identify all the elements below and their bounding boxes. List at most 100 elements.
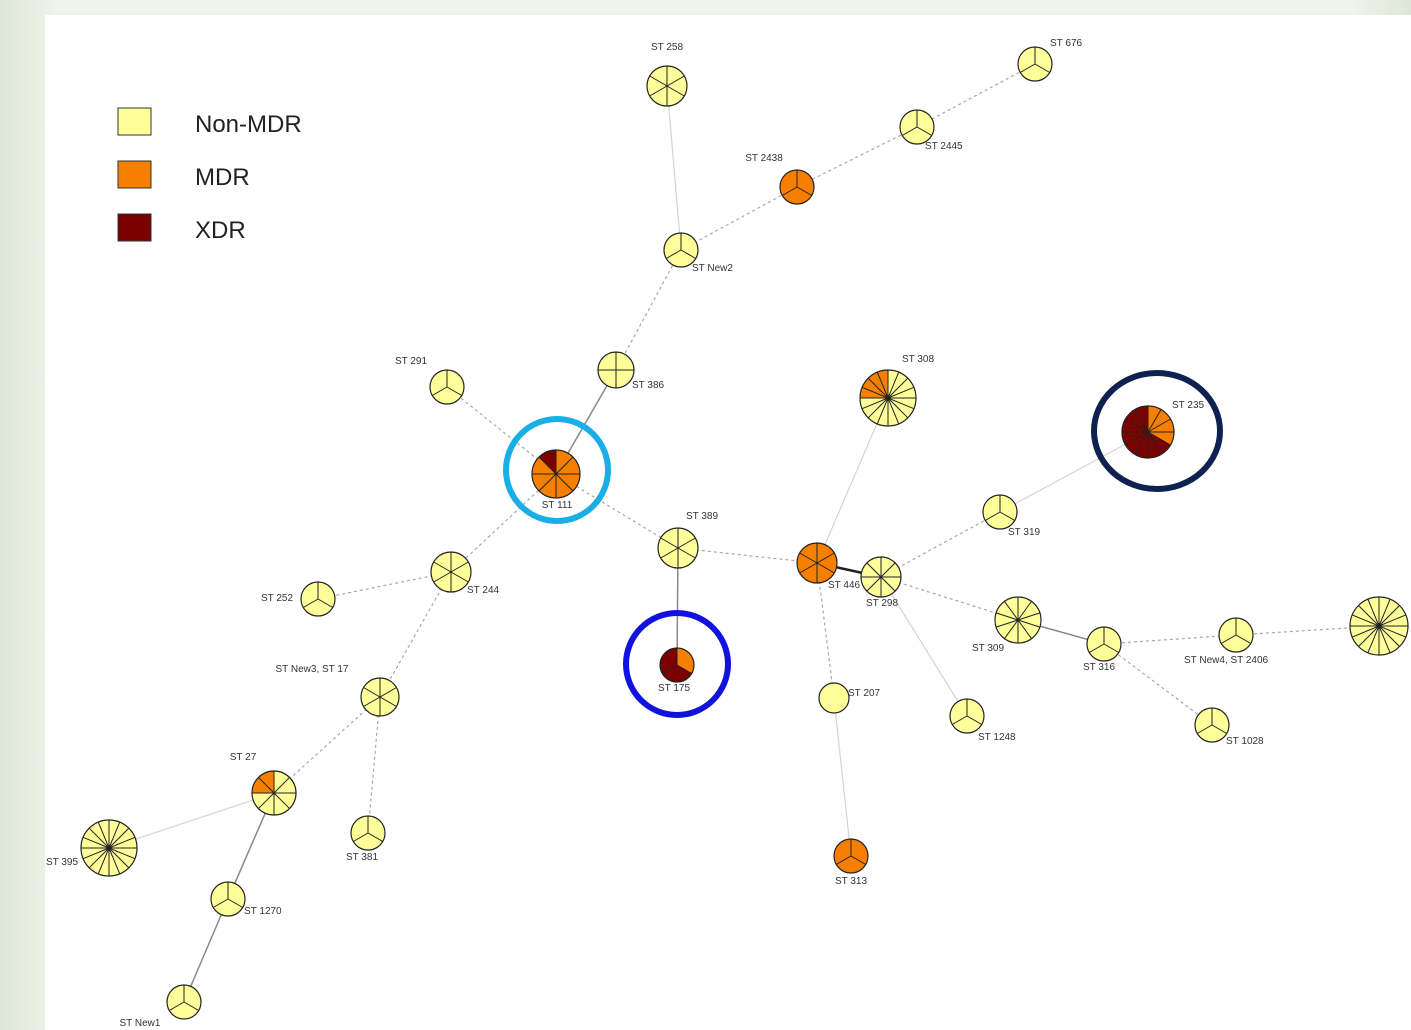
pie-divider — [367, 832, 383, 842]
node-outline — [1086, 626, 1122, 662]
pie-divider — [183, 1001, 199, 1011]
node: ST 395 — [46, 819, 138, 877]
pie-divider — [88, 827, 110, 849]
pie-divider — [108, 821, 121, 849]
pie-divider — [985, 511, 1001, 521]
pie-divider — [258, 777, 275, 794]
node-outline — [80, 819, 138, 877]
node-outline — [657, 527, 699, 569]
edge — [833, 697, 852, 857]
pie-divider — [1147, 409, 1162, 433]
node-outline — [659, 647, 695, 683]
pie-divider — [916, 126, 932, 136]
pie-divider — [1147, 431, 1171, 446]
edge — [880, 511, 1001, 578]
node-outline — [251, 770, 297, 816]
pie-divider — [902, 126, 918, 136]
node-label: ST New3, ST 17 — [276, 664, 349, 675]
pie-divider — [677, 537, 696, 549]
legend-swatch — [117, 213, 152, 242]
node-label: ST 1270 — [244, 906, 282, 917]
pie-divider — [782, 186, 798, 196]
legend-label: XDR — [195, 217, 246, 244]
node — [1349, 596, 1409, 656]
pie-divider — [966, 715, 982, 725]
node: ST 298 — [860, 556, 902, 609]
pie-divider — [796, 186, 812, 196]
pie-divider — [1017, 619, 1032, 639]
pie-divider — [660, 547, 679, 559]
pie-divider — [861, 397, 889, 410]
pie-divider — [258, 792, 275, 809]
pie-divider — [887, 377, 909, 399]
edge — [999, 431, 1149, 513]
node-label: ST 676 — [1050, 38, 1082, 49]
edge — [816, 562, 835, 699]
pie-divider — [880, 562, 896, 578]
edge — [1103, 634, 1237, 645]
pie-divider — [432, 386, 448, 396]
pie-divider — [850, 855, 866, 865]
node-label: ST 446 — [828, 580, 860, 591]
node-outline — [833, 838, 869, 874]
node-label: ST 175 — [658, 683, 690, 694]
pie-divider — [1352, 614, 1380, 627]
node: ST 2445 — [899, 109, 963, 152]
pie-divider — [108, 847, 136, 860]
pie-divider — [816, 552, 835, 564]
edge — [680, 186, 798, 251]
pie-divider — [952, 715, 968, 725]
node: ST 309 — [972, 596, 1042, 654]
pie-divider — [995, 619, 1019, 628]
node: ST 111 — [531, 449, 581, 511]
pie-divider — [799, 562, 818, 574]
pie-divider — [1378, 625, 1391, 653]
edge — [796, 126, 918, 188]
node-label: ST 308 — [902, 354, 934, 365]
legend: Non-MDR MDR XDR — [117, 107, 302, 244]
pie-divider — [273, 777, 290, 794]
pie-divider — [363, 696, 381, 707]
edge — [317, 571, 452, 600]
pie-divider — [1378, 599, 1391, 627]
pie-divider — [1197, 724, 1213, 734]
edge — [677, 547, 818, 564]
pie-divider — [108, 847, 130, 869]
pie-divider — [1034, 63, 1050, 73]
node: ST 386 — [597, 351, 664, 391]
pie-divider — [1020, 63, 1036, 73]
node: ST 446 — [796, 542, 860, 591]
pie-divider — [799, 552, 818, 564]
node-outline — [949, 698, 985, 734]
pie-divider — [816, 562, 835, 574]
node-outline — [210, 881, 246, 917]
node-label: ST 389 — [686, 511, 718, 522]
pie-divider — [887, 397, 900, 425]
node: ST 27 — [230, 752, 297, 816]
pie-divider — [1004, 601, 1019, 621]
node: ST New1 — [120, 984, 202, 1029]
pie-divider — [1125, 431, 1149, 446]
node: ST 244 — [430, 551, 499, 596]
edge — [666, 85, 682, 251]
node-label: ST 1028 — [1226, 736, 1264, 747]
node-outline — [982, 494, 1018, 530]
node-outline — [1017, 46, 1053, 82]
pie-divider — [450, 571, 469, 583]
pie-divider — [887, 371, 900, 399]
edge — [1103, 643, 1213, 726]
node-label: ST 386 — [632, 380, 664, 391]
pie-divider — [1235, 634, 1251, 644]
pie-divider — [108, 847, 121, 875]
pie-divider — [555, 456, 574, 475]
node-outline — [860, 556, 902, 598]
node-label: ST 395 — [46, 857, 78, 868]
edge — [816, 397, 889, 564]
pie-divider — [1134, 431, 1149, 455]
pie-divider — [666, 249, 682, 259]
pie-divider — [866, 562, 882, 578]
pie-divider — [433, 571, 452, 583]
node-outline — [1121, 405, 1175, 459]
pie-divider — [1134, 409, 1149, 433]
pie-divider — [446, 386, 462, 396]
